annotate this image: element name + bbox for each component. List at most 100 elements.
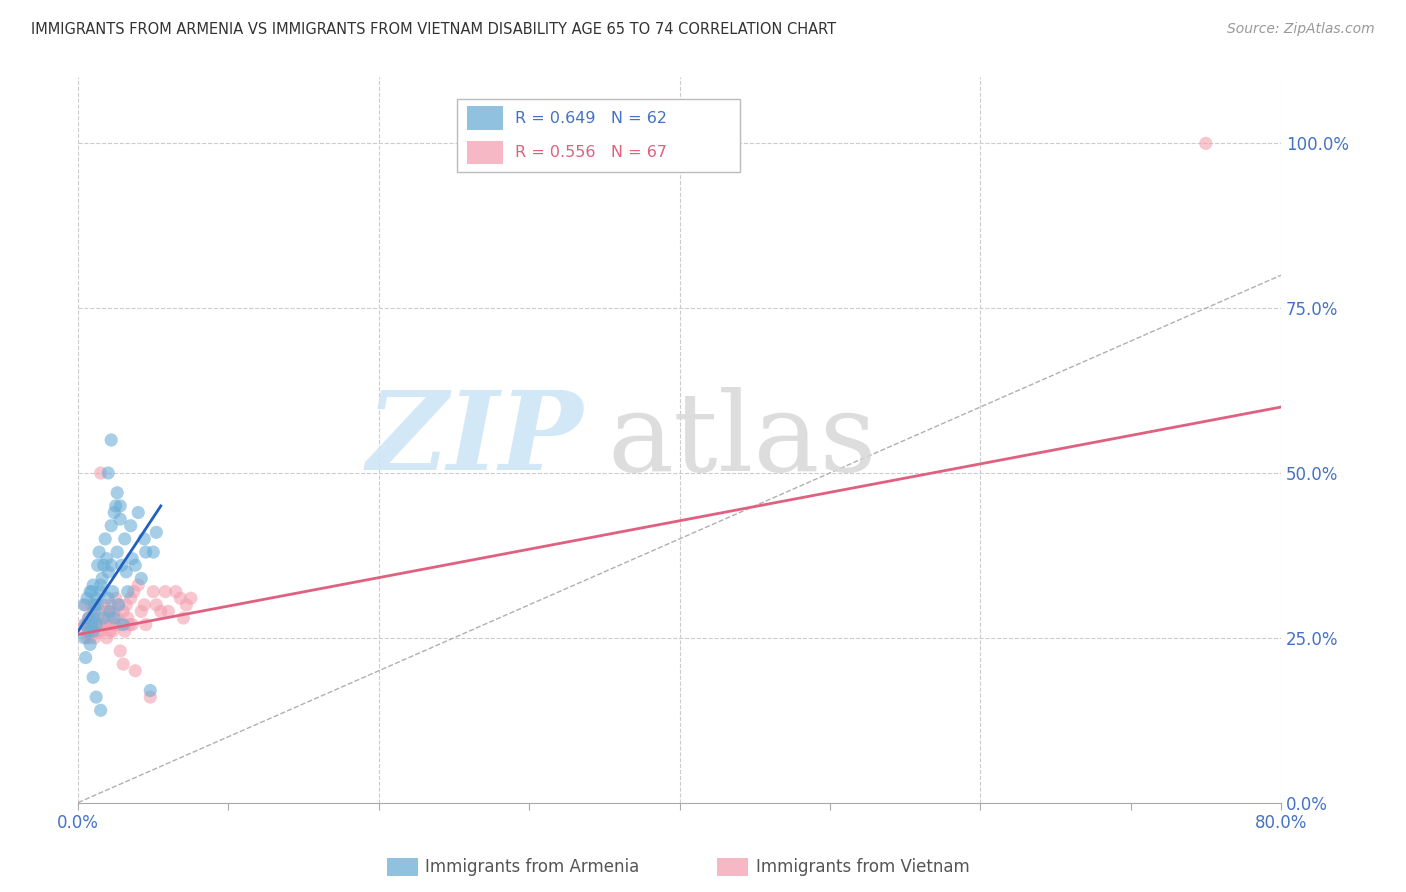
Point	[142, 584, 165, 599]
Point	[76, 591, 98, 606]
Point	[100, 598, 122, 612]
Point	[157, 604, 180, 618]
Point	[105, 545, 128, 559]
Point	[75, 598, 97, 612]
Point	[83, 598, 105, 612]
Point	[90, 584, 112, 599]
Point	[124, 664, 146, 678]
Point	[82, 624, 104, 639]
Point	[75, 624, 97, 639]
Text: Immigrants from Armenia: Immigrants from Armenia	[425, 858, 638, 876]
Point	[172, 611, 194, 625]
Point	[105, 485, 128, 500]
Point	[100, 433, 122, 447]
Point	[103, 604, 125, 618]
Point	[84, 598, 107, 612]
Point	[155, 584, 177, 599]
Point	[105, 611, 128, 625]
Point	[73, 598, 96, 612]
Point	[98, 624, 121, 639]
Text: IMMIGRANTS FROM ARMENIA VS IMMIGRANTS FROM VIETNAM DISABILITY AGE 65 TO 74 CORRE: IMMIGRANTS FROM ARMENIA VS IMMIGRANTS FR…	[31, 22, 837, 37]
Point	[77, 611, 100, 625]
Point	[120, 518, 142, 533]
Point	[96, 631, 118, 645]
Point	[86, 558, 108, 573]
Point	[107, 598, 129, 612]
Point	[176, 598, 198, 612]
Point	[111, 558, 134, 573]
Point	[79, 631, 101, 645]
Point	[112, 604, 135, 618]
Point	[110, 499, 132, 513]
Point	[127, 578, 149, 592]
Point	[104, 591, 127, 606]
Point	[122, 584, 145, 599]
Point	[79, 637, 101, 651]
FancyBboxPatch shape	[467, 106, 503, 130]
Point	[100, 558, 122, 573]
Point	[115, 598, 138, 612]
Point	[80, 584, 103, 599]
Point	[142, 545, 165, 559]
Point	[83, 631, 105, 645]
Point	[84, 617, 107, 632]
Text: atlas: atlas	[607, 386, 877, 493]
Point	[101, 584, 124, 599]
Point	[96, 604, 118, 618]
Point	[75, 617, 97, 632]
Point	[82, 578, 104, 592]
Point	[80, 598, 103, 612]
Point	[79, 611, 101, 625]
Point	[93, 598, 115, 612]
Point	[82, 670, 104, 684]
Point	[82, 604, 104, 618]
Point	[135, 545, 157, 559]
Point	[97, 565, 120, 579]
Point	[129, 571, 152, 585]
Point	[114, 532, 136, 546]
Point	[90, 466, 112, 480]
Point	[121, 617, 143, 632]
Point	[117, 584, 139, 599]
Point	[84, 591, 107, 606]
Point	[114, 624, 136, 639]
Text: ZIP: ZIP	[367, 386, 583, 494]
Point	[80, 617, 103, 632]
Point	[83, 611, 105, 625]
Point	[77, 617, 100, 632]
Point	[134, 532, 156, 546]
Point	[94, 532, 117, 546]
Point	[121, 551, 143, 566]
Point	[149, 604, 172, 618]
Point	[77, 611, 100, 625]
Point	[115, 565, 138, 579]
Point	[120, 591, 142, 606]
Point	[91, 617, 114, 632]
Point	[118, 617, 141, 632]
Point	[93, 611, 115, 625]
Point	[107, 598, 129, 612]
Point	[145, 598, 167, 612]
Point	[98, 604, 121, 618]
Point	[94, 617, 117, 632]
Point	[103, 506, 125, 520]
Point	[112, 617, 135, 632]
Point	[77, 624, 100, 639]
Point	[89, 545, 111, 559]
Point	[110, 644, 132, 658]
Point	[75, 650, 97, 665]
Point	[124, 558, 146, 573]
Point	[89, 617, 111, 632]
Point	[110, 512, 132, 526]
Point	[134, 598, 156, 612]
Point	[97, 611, 120, 625]
Point	[90, 703, 112, 717]
Point	[84, 690, 107, 705]
Point	[82, 611, 104, 625]
Text: R = 0.649   N = 62: R = 0.649 N = 62	[515, 112, 666, 127]
Text: Immigrants from Vietnam: Immigrants from Vietnam	[756, 858, 970, 876]
Point	[83, 604, 105, 618]
Point	[145, 525, 167, 540]
Point	[101, 624, 124, 639]
Point	[90, 624, 112, 639]
